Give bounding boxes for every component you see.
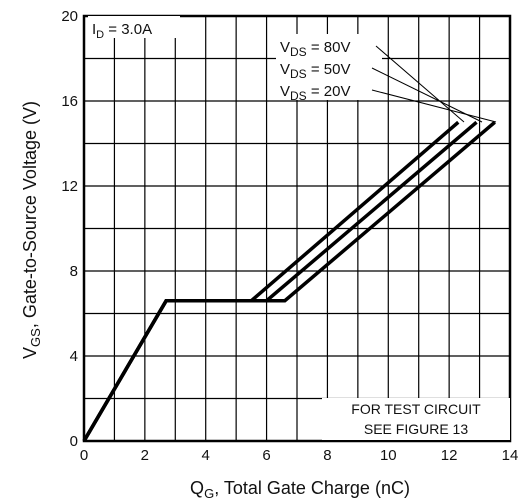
x-tick-label: 10 bbox=[380, 447, 397, 464]
y-tick-label: 8 bbox=[70, 263, 78, 280]
x-tick-label: 8 bbox=[323, 447, 331, 464]
legend: VDS = 80V VDS = 50V VDS = 20V bbox=[276, 34, 496, 122]
x-tick-label: 6 bbox=[262, 447, 270, 464]
y-tick-label: 20 bbox=[61, 8, 78, 25]
series-line-0 bbox=[84, 122, 458, 441]
x-tick-label: 14 bbox=[502, 447, 519, 464]
y-tick-label: 4 bbox=[70, 348, 78, 365]
y-axis-title: VGS, Gate-to-Source Voltage (V) bbox=[20, 101, 43, 359]
y-tick-label: 12 bbox=[61, 178, 78, 195]
x-tick-label: 4 bbox=[202, 447, 210, 464]
x-tick-label: 2 bbox=[141, 447, 149, 464]
x-axis-title: QG, Total Gate Charge (nC) bbox=[190, 478, 410, 501]
leader-20v bbox=[372, 90, 496, 122]
note-line-1: FOR TEST CIRCUIT bbox=[351, 401, 481, 417]
x-tick-label: 12 bbox=[441, 447, 458, 464]
y-tick-label: 0 bbox=[70, 433, 78, 450]
series-line-1 bbox=[84, 122, 477, 441]
x-tick-label: 0 bbox=[80, 447, 88, 464]
y-tick-label: 16 bbox=[61, 93, 78, 110]
series-lines bbox=[84, 122, 495, 441]
note-line-2: SEE FIGURE 13 bbox=[364, 421, 468, 437]
